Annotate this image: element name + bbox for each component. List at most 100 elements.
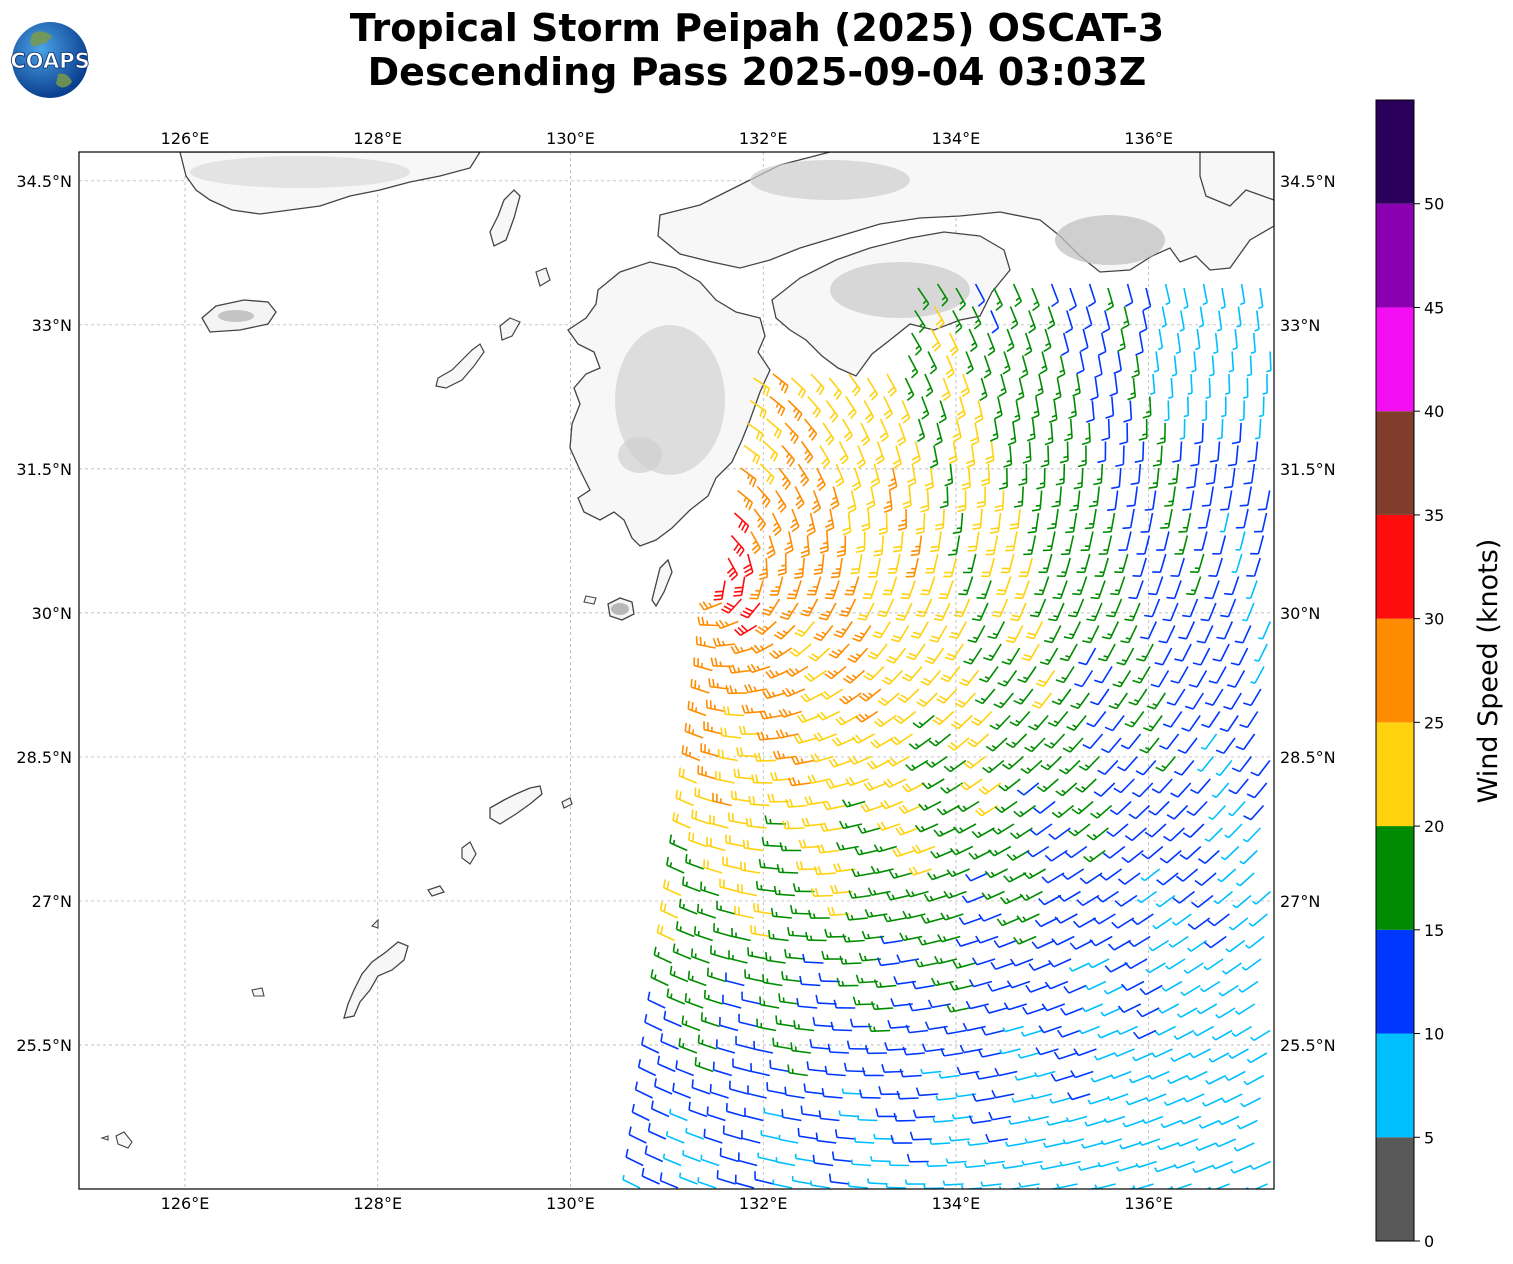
wind-barb <box>1056 1183 1078 1189</box>
wind-barb <box>757 1152 777 1163</box>
wind-barb <box>1075 778 1097 793</box>
wind-barb <box>971 602 989 622</box>
wind-barb <box>718 1017 739 1032</box>
wind-barb <box>678 1037 698 1054</box>
wind-barb <box>1062 1138 1085 1145</box>
wind-barb <box>694 1056 714 1073</box>
wind-barb <box>897 508 908 531</box>
wind-barb <box>924 467 934 491</box>
wind-barb <box>1246 557 1261 577</box>
wind-barb <box>1013 486 1025 508</box>
wind-barb <box>1084 1119 1106 1127</box>
wind-barb <box>1034 1070 1056 1078</box>
wind-barb <box>785 798 808 808</box>
wind-barb <box>839 955 862 965</box>
wind-barb <box>777 553 787 576</box>
wind-barb <box>1173 1160 1195 1169</box>
wind-barb <box>1050 283 1060 308</box>
wind-barb <box>1151 778 1173 794</box>
wind-barb <box>1179 310 1185 332</box>
wind-barb <box>1092 913 1116 925</box>
wind-barb <box>1001 1163 1024 1170</box>
wind-barb <box>993 692 1014 709</box>
wind-barb <box>1094 355 1103 379</box>
wind-barb <box>1228 917 1249 931</box>
wind-barb <box>985 441 995 465</box>
wind-barb <box>984 1005 1008 1014</box>
wind-barb <box>990 961 1014 970</box>
wind-barb <box>1154 647 1173 666</box>
wind-barb <box>920 669 942 686</box>
wind-barb <box>1161 980 1183 992</box>
wind-barb <box>1234 625 1252 644</box>
wind-barb <box>1003 1002 1027 1011</box>
wind-barb <box>905 1024 929 1034</box>
wind-barb <box>987 983 1011 992</box>
wind-barb <box>781 971 802 983</box>
wind-barb <box>856 1115 878 1122</box>
wind-barb <box>690 678 710 694</box>
wind-barb <box>1106 598 1123 618</box>
wind-barb <box>1090 377 1099 401</box>
wind-barb <box>772 1037 793 1050</box>
wind-barb <box>634 1081 653 1099</box>
wind-barb <box>802 953 824 964</box>
wind-barb <box>1188 670 1208 688</box>
wind-barb <box>1190 553 1205 574</box>
wind-barb <box>791 1176 812 1185</box>
wind-barb <box>675 789 694 807</box>
lon-label-bottom: 130°E <box>546 1194 595 1213</box>
wind-barb <box>1011 1097 1033 1103</box>
wind-barb <box>1034 576 1050 596</box>
wind-barb <box>912 714 935 729</box>
wind-barb <box>1187 917 1211 930</box>
wind-barb <box>691 809 711 825</box>
wind-barb <box>1183 1093 1205 1103</box>
wind-barb <box>650 1100 670 1118</box>
lat-label-right: 33°N <box>1280 316 1320 335</box>
wind-barb <box>1228 351 1235 373</box>
wind-barb <box>810 887 833 898</box>
wind-barb <box>773 624 796 640</box>
wind-barb <box>1018 557 1033 578</box>
wind-barb <box>867 887 891 896</box>
wind-barb <box>743 444 761 465</box>
wind-barb <box>1060 1007 1084 1016</box>
wind-barb <box>957 490 967 513</box>
wind-barb <box>1057 355 1066 379</box>
wind-barb <box>1156 872 1179 886</box>
wind-barb <box>984 868 1009 879</box>
wind-barb <box>843 1062 866 1073</box>
wind-barb <box>953 823 977 834</box>
wind-barb <box>1070 1070 1094 1079</box>
wind-barb <box>725 834 745 848</box>
wind-barb <box>1167 1074 1189 1085</box>
wind-barb <box>937 934 961 943</box>
wind-barb <box>1031 692 1052 709</box>
wind-barb <box>1115 1164 1138 1172</box>
lon-label-bottom: 134°E <box>932 1194 981 1213</box>
wind-barb <box>1219 715 1239 733</box>
wind-barb <box>1114 894 1138 907</box>
wind-barb <box>684 722 704 739</box>
wind-barb <box>860 802 884 813</box>
wind-barb <box>901 665 923 682</box>
wind-barb <box>831 1151 853 1163</box>
wind-barb <box>965 872 989 882</box>
wind-barb <box>958 670 980 687</box>
wind-barb <box>1232 894 1252 909</box>
wind-barb <box>899 932 923 942</box>
wind-barb <box>764 815 786 825</box>
wind-barb <box>1209 355 1215 377</box>
wind-barb <box>1047 508 1059 530</box>
wind-barb <box>665 856 685 874</box>
wind-barb <box>986 332 996 357</box>
wind-barb <box>856 445 866 469</box>
wind-barb <box>902 910 926 920</box>
wind-barb <box>1186 467 1198 489</box>
wind-barb <box>905 557 919 578</box>
wind-barb <box>1240 1097 1261 1108</box>
wind-barb <box>1100 1138 1123 1146</box>
wind-barb <box>744 969 765 983</box>
wind-barb <box>1051 804 1075 819</box>
